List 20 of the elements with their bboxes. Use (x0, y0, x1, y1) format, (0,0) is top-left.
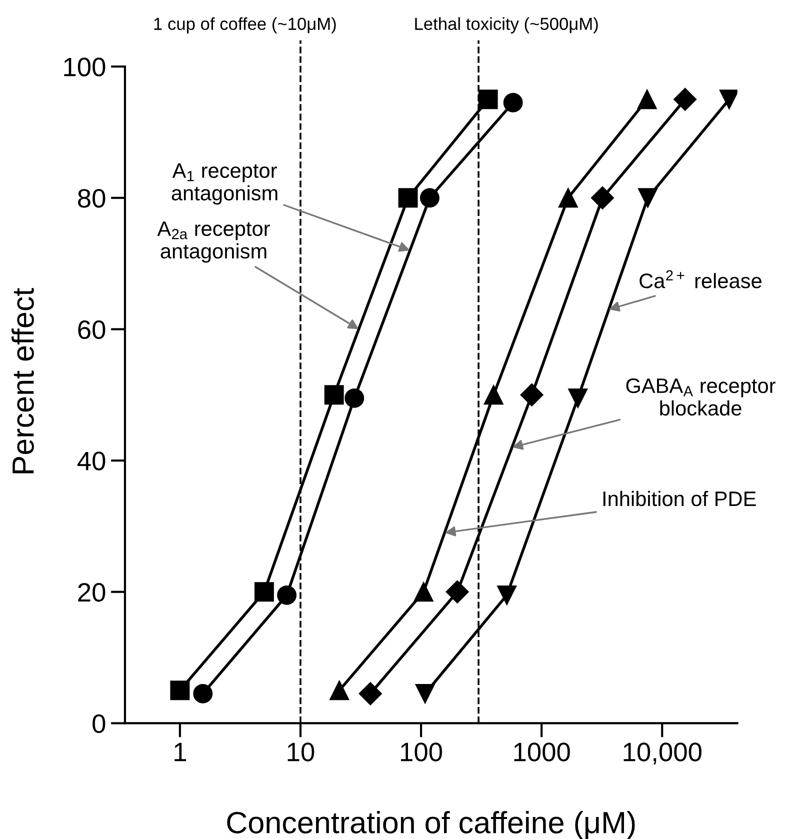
x-axis-title: Concentration of caffeine (μM) (227, 811, 635, 839)
y-tick-label: 0 (92, 714, 106, 734)
x-tick-label: 10 (288, 742, 314, 762)
annotation: Inhibition of PDE (603, 490, 756, 506)
x-tick-label: 1000 (514, 742, 570, 762)
ref-line-label: 1 cup of coffee (~10μM) (154, 17, 336, 34)
y-tick-label: 60 (78, 320, 106, 340)
x-tick-label: 10,000 (624, 742, 702, 764)
y-tick-label: 20 (78, 583, 106, 602)
y-tick-label: 40 (77, 452, 106, 470)
x-tick-label: 100 (401, 742, 442, 762)
annotation: Ca$^{2+}$ release (640, 270, 762, 288)
ref-line-label: Lethal toxicity (~500μM) (415, 17, 598, 34)
annotation: GABA$_{A}$ receptor blockade (626, 378, 776, 416)
annotation: A$_{2a}$ receptor antagonism (157, 221, 270, 263)
x-tick-label: 1 (174, 742, 186, 762)
annotation: A$_{1}$ receptor antagonism (172, 163, 278, 205)
y-axis-title: Percent effect (12, 288, 34, 474)
y-tick-label: 100 (64, 58, 106, 76)
y-tick-label: 80 (78, 189, 106, 208)
